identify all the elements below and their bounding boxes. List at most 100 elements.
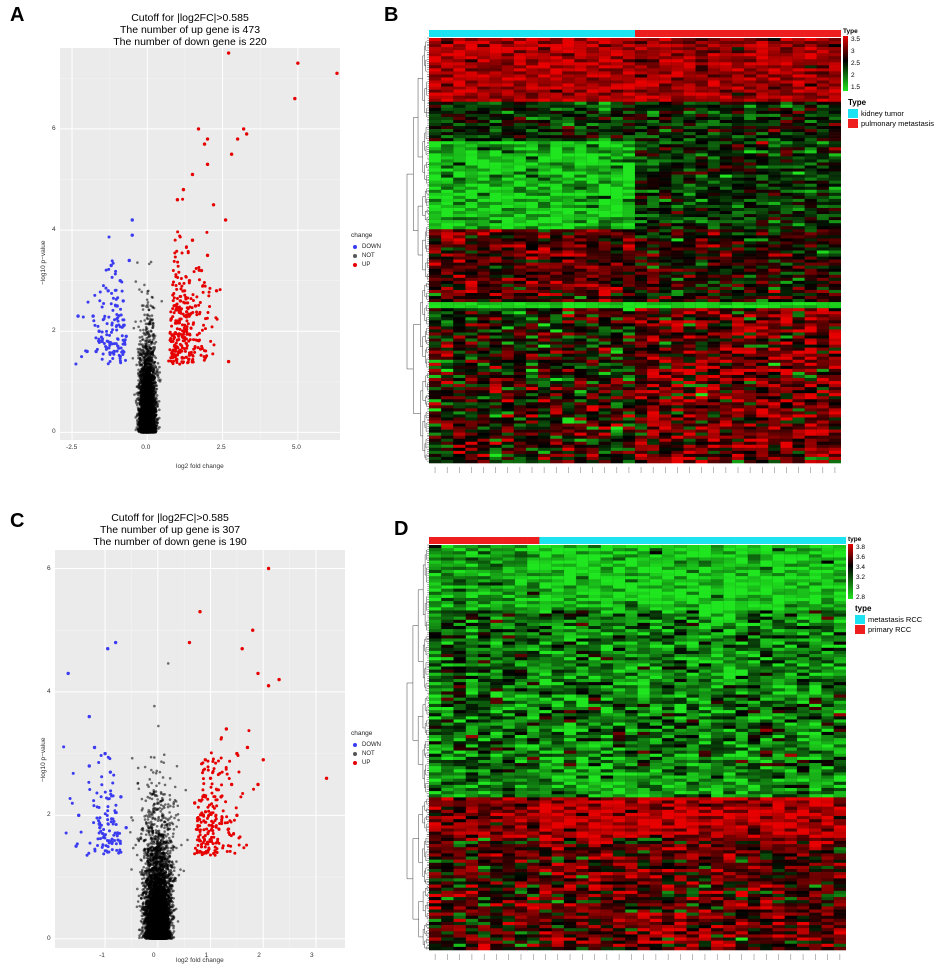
x-tick-label: 0.0 <box>141 444 150 451</box>
panel-b-scale-legend: Type 3.5 3 2.5 2 1.5 <box>843 28 883 98</box>
up-points <box>167 197 222 366</box>
panel-c-title-line3: The number of down gene is 190 <box>0 536 340 548</box>
y-tick-label: 4 <box>52 226 56 233</box>
panel-letter-c: C <box>10 510 24 533</box>
point-up <box>175 198 180 202</box>
point-up <box>208 776 213 781</box>
group-label: pulmonary metastasis <box>861 119 934 128</box>
panel-c-legend: change DOWN NOT UP <box>351 730 381 767</box>
down-dot-icon <box>353 244 357 249</box>
group-label: kidney tumor <box>861 109 904 118</box>
series-down <box>76 218 134 359</box>
volcano-svg <box>55 550 345 948</box>
point-down <box>124 334 128 339</box>
volcano-svg <box>60 48 340 440</box>
not-dot-icon <box>353 253 357 258</box>
x-tick-label: 3 <box>310 952 314 959</box>
point-up <box>187 278 192 283</box>
cyan-swatch-icon <box>848 108 858 118</box>
point-down <box>115 304 119 308</box>
point-up <box>293 96 297 101</box>
panel-letter-b: B <box>384 4 398 27</box>
heatmap-d <box>405 535 846 972</box>
y-tick-label: 4 <box>47 688 51 695</box>
point-down <box>118 354 122 359</box>
x-tick-label: -1 <box>99 952 105 959</box>
panel-a-title-line1: Cutoff for |log2FC|>0.585 <box>20 12 360 24</box>
point-down <box>74 844 78 848</box>
scale-tick: 3.4 <box>856 564 865 571</box>
point-up <box>181 187 186 192</box>
point-down <box>98 825 102 830</box>
panel-c-xlabel: log2 fold change <box>176 957 224 964</box>
row-dendrogram <box>406 37 429 462</box>
point-up <box>241 127 246 131</box>
panel-a-xlabel: log2 fold change <box>176 463 224 470</box>
up-points <box>193 729 256 857</box>
point-up <box>235 751 239 756</box>
legend-title: change <box>351 232 381 239</box>
y-tick-label: 2 <box>47 811 51 818</box>
not-points <box>131 260 164 434</box>
point-up <box>335 71 339 75</box>
legend-item-not: NOT <box>351 749 381 758</box>
point-up <box>205 162 210 167</box>
heatmap-cells <box>429 38 841 464</box>
y-tick-label: 2 <box>52 327 56 334</box>
point-down <box>77 813 81 818</box>
legend-label-not: NOT <box>362 253 375 259</box>
legend-title: change <box>351 730 381 737</box>
legend-label-down: DOWN <box>362 742 381 748</box>
column-labels <box>434 467 836 473</box>
point-up <box>251 628 255 632</box>
panel-d-group-legend: type metastasis RCC primary RCC <box>855 604 922 634</box>
point-up <box>256 782 260 787</box>
point-up <box>226 359 231 364</box>
point-down <box>124 825 128 830</box>
point-down <box>87 714 91 719</box>
x-tick-label: 5.0 <box>292 444 301 451</box>
panel-a-title: Cutoff for |log2FC|>0.585 The number of … <box>20 12 360 48</box>
color-scale-bar <box>843 36 848 91</box>
point-up <box>240 647 244 651</box>
point-up <box>229 782 234 787</box>
point-up <box>324 776 329 781</box>
series-up <box>169 51 339 364</box>
panel-letter-d: D <box>394 518 408 541</box>
point-down <box>100 339 104 344</box>
down-points <box>74 235 127 366</box>
panel-c-title-line1: Cutoff for |log2FC|>0.585 <box>0 512 340 524</box>
scale-tick: 2.8 <box>856 594 865 601</box>
point-down <box>85 349 89 354</box>
point-down <box>106 647 110 651</box>
point-down <box>103 751 107 756</box>
scale-tick: 3.8 <box>856 544 865 551</box>
x-tick-label: 2.5 <box>217 444 226 451</box>
down-dot-icon <box>353 742 357 747</box>
point-up <box>190 238 195 242</box>
color-scale-bar <box>848 544 853 599</box>
point-up <box>244 132 249 136</box>
group-primary-rcc: primary RCC <box>855 624 922 634</box>
point-up <box>169 339 174 344</box>
point-up <box>235 137 240 141</box>
y-tick-label: 0 <box>52 428 56 435</box>
heatmap-svg <box>406 537 846 960</box>
point-up <box>193 304 198 308</box>
scale-tick: 1.5 <box>851 84 860 91</box>
point-up <box>203 758 207 762</box>
point-up <box>202 142 207 146</box>
heatmap-svg <box>406 30 841 473</box>
panel-a-title-line2: The number of up gene is 473 <box>20 24 360 36</box>
point-down <box>94 349 98 354</box>
point-down <box>113 640 118 645</box>
point-down <box>119 795 123 799</box>
point-up <box>235 813 239 818</box>
point-up <box>245 745 250 750</box>
panel-d-scale-legend: type 3.8 3.6 3.4 3.2 3 2.8 <box>848 536 888 606</box>
point-up <box>296 61 300 65</box>
point-up <box>256 671 260 676</box>
panel-a-ylabel: −log10 p−value <box>40 241 47 285</box>
legend-item-not: NOT <box>351 251 381 260</box>
red-swatch-icon <box>855 624 865 634</box>
